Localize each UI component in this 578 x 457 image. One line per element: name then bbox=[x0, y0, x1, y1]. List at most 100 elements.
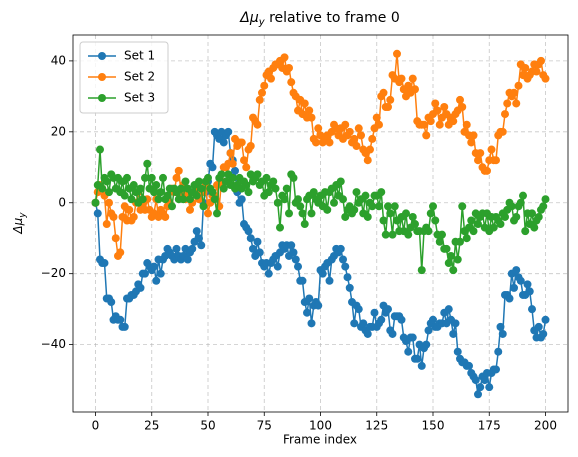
point bbox=[352, 188, 361, 197]
point bbox=[105, 188, 113, 197]
point bbox=[503, 99, 512, 108]
point bbox=[168, 202, 176, 211]
legend-marker bbox=[98, 52, 106, 60]
point bbox=[485, 383, 494, 392]
point bbox=[512, 266, 521, 275]
point bbox=[451, 319, 460, 328]
point bbox=[528, 209, 536, 218]
point bbox=[102, 220, 111, 229]
point bbox=[471, 376, 480, 385]
title-subscript: y bbox=[258, 17, 266, 28]
point bbox=[352, 142, 361, 151]
point bbox=[523, 280, 532, 289]
point bbox=[456, 237, 464, 246]
point bbox=[377, 188, 386, 197]
point bbox=[172, 173, 181, 182]
point bbox=[519, 191, 527, 200]
point bbox=[489, 223, 498, 232]
point bbox=[255, 95, 264, 104]
point bbox=[195, 234, 203, 243]
point bbox=[541, 315, 550, 324]
point bbox=[183, 255, 192, 264]
point bbox=[289, 173, 298, 182]
point bbox=[237, 195, 246, 204]
point bbox=[294, 195, 302, 204]
point bbox=[514, 81, 523, 90]
point bbox=[343, 273, 352, 282]
point bbox=[384, 305, 392, 314]
point bbox=[219, 184, 228, 193]
point bbox=[150, 188, 158, 197]
point bbox=[172, 244, 181, 253]
point bbox=[453, 255, 462, 264]
point bbox=[363, 329, 372, 338]
point bbox=[303, 308, 311, 317]
point bbox=[386, 95, 395, 104]
ylabel-symbol: Δμ bbox=[11, 217, 25, 234]
x-tick-label: 125 bbox=[365, 419, 388, 433]
point bbox=[359, 319, 368, 328]
point bbox=[444, 305, 453, 314]
point bbox=[120, 191, 129, 200]
point bbox=[109, 212, 118, 221]
point bbox=[111, 234, 120, 243]
point bbox=[314, 124, 323, 133]
point bbox=[494, 347, 503, 356]
point bbox=[408, 74, 417, 83]
point bbox=[397, 74, 406, 83]
point bbox=[507, 202, 516, 211]
point bbox=[208, 163, 217, 172]
point bbox=[136, 283, 145, 292]
point bbox=[381, 230, 390, 239]
point bbox=[305, 294, 314, 303]
point bbox=[496, 322, 505, 331]
point bbox=[469, 131, 478, 140]
point bbox=[141, 269, 149, 278]
point bbox=[280, 53, 289, 62]
point bbox=[330, 198, 338, 207]
point bbox=[154, 195, 163, 204]
point bbox=[366, 145, 374, 154]
point bbox=[273, 198, 282, 207]
point bbox=[120, 322, 129, 331]
point bbox=[296, 202, 305, 211]
point bbox=[388, 230, 397, 239]
point bbox=[136, 184, 145, 193]
point bbox=[244, 188, 253, 197]
point bbox=[339, 255, 347, 264]
point bbox=[285, 209, 293, 218]
point bbox=[271, 184, 280, 193]
point bbox=[138, 195, 147, 204]
point bbox=[462, 234, 471, 243]
point bbox=[462, 120, 471, 129]
point bbox=[422, 340, 431, 349]
point bbox=[384, 202, 392, 211]
point bbox=[435, 120, 444, 129]
point bbox=[411, 85, 419, 94]
point bbox=[501, 212, 509, 221]
point bbox=[422, 131, 431, 140]
legend-label: Set 1 bbox=[124, 49, 155, 63]
point bbox=[240, 156, 248, 165]
point bbox=[467, 138, 476, 147]
point bbox=[287, 78, 296, 87]
point bbox=[350, 319, 359, 328]
point bbox=[147, 173, 156, 182]
point bbox=[424, 326, 433, 335]
point bbox=[177, 184, 185, 193]
x-tick-label: 150 bbox=[422, 419, 445, 433]
point bbox=[426, 117, 435, 126]
point bbox=[93, 209, 102, 218]
point bbox=[309, 188, 318, 197]
point bbox=[420, 120, 428, 129]
point bbox=[208, 188, 217, 197]
point bbox=[341, 262, 350, 271]
chart-title: Δμy relative to frame 0 bbox=[239, 10, 400, 28]
x-tick-label: 100 bbox=[309, 419, 332, 433]
point bbox=[307, 113, 316, 122]
point bbox=[417, 266, 426, 275]
point bbox=[285, 63, 293, 72]
point bbox=[476, 383, 485, 392]
point bbox=[280, 195, 289, 204]
series bbox=[91, 127, 550, 399]
